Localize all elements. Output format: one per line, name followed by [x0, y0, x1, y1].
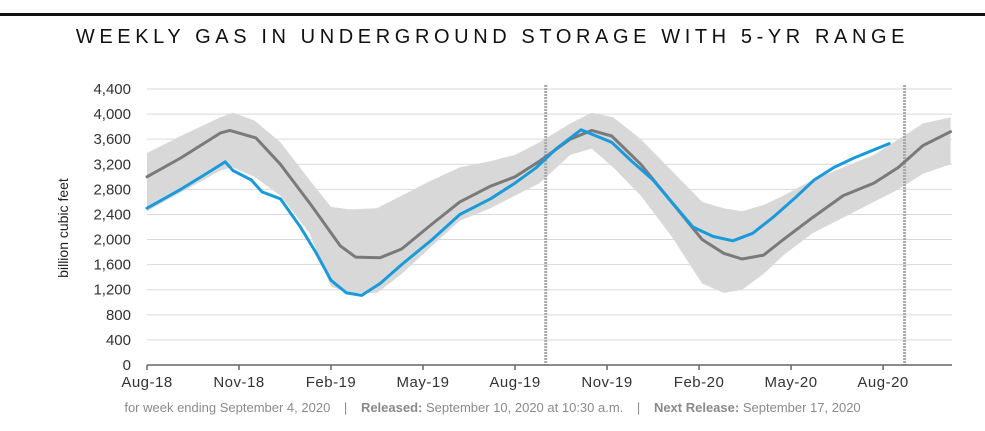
- gridlines: [147, 88, 952, 341]
- y-tick-label: 2,800: [93, 181, 131, 198]
- x-tick-label: May-19: [397, 374, 450, 391]
- x-tick-label: Nov-18: [213, 374, 264, 391]
- footer-separator: |: [636, 400, 641, 415]
- y-tick-labels: 0 400 800 1,200 1,600 2,000 2,400 2,800 3,200 3,6…: [93, 81, 131, 374]
- x-tick-label: Feb-19: [306, 374, 357, 391]
- series-lines: [145, 128, 953, 297]
- y-tick-label: 3,200: [93, 156, 131, 173]
- footer-separator: |: [343, 400, 348, 415]
- five-year-range-band: [147, 112, 951, 293]
- y-tick-label: 400: [106, 332, 131, 349]
- next-release-value: September 17, 2020: [742, 400, 861, 415]
- top-rule: [0, 13, 985, 16]
- x-tick-label: Aug-20: [857, 374, 908, 391]
- released-label: Released:: [360, 400, 423, 415]
- y-tick-label: 800: [106, 307, 131, 324]
- released-value: September 10, 2020 at 10:30 a.m.: [425, 400, 624, 415]
- x-tick-label: Feb-20: [674, 374, 725, 391]
- y-tick-label: 3,600: [93, 131, 131, 148]
- y-tick-label: 2,400: [93, 206, 131, 223]
- axes: [146, 364, 952, 370]
- week-ending-text: for week ending September 4, 2020: [124, 400, 331, 415]
- y-tick-label: 0: [123, 357, 131, 374]
- range-band-group: [147, 112, 951, 293]
- y-tick-label: 4,000: [93, 106, 131, 123]
- vertical-markers: [544, 85, 907, 365]
- x-tick-labels: Aug-18 Nov-18 Feb-19 May-19 Aug-19 Nov-19 Feb-…: [121, 374, 908, 391]
- storage-line: [145, 128, 891, 297]
- y-tick-label: 4,400: [93, 81, 131, 98]
- x-tick-label: Nov-19: [581, 374, 632, 391]
- x-tick-label: Aug-18: [121, 374, 172, 391]
- x-tick-label: May-20: [765, 374, 818, 391]
- y-tick-label: 2,000: [93, 232, 131, 249]
- footer: for week ending September 4, 2020 | Rele…: [0, 400, 985, 415]
- y-axis-label: billion cubic feet: [55, 178, 71, 278]
- y-tick-label: 1,600: [93, 257, 131, 274]
- next-release-label: Next Release:: [653, 400, 740, 415]
- x-tick-label: Aug-19: [489, 374, 540, 391]
- y-tick-label: 1,200: [93, 282, 131, 299]
- chart-title: WEEKLY GAS IN UNDERGROUND STORAGE WITH 5…: [75, 26, 910, 48]
